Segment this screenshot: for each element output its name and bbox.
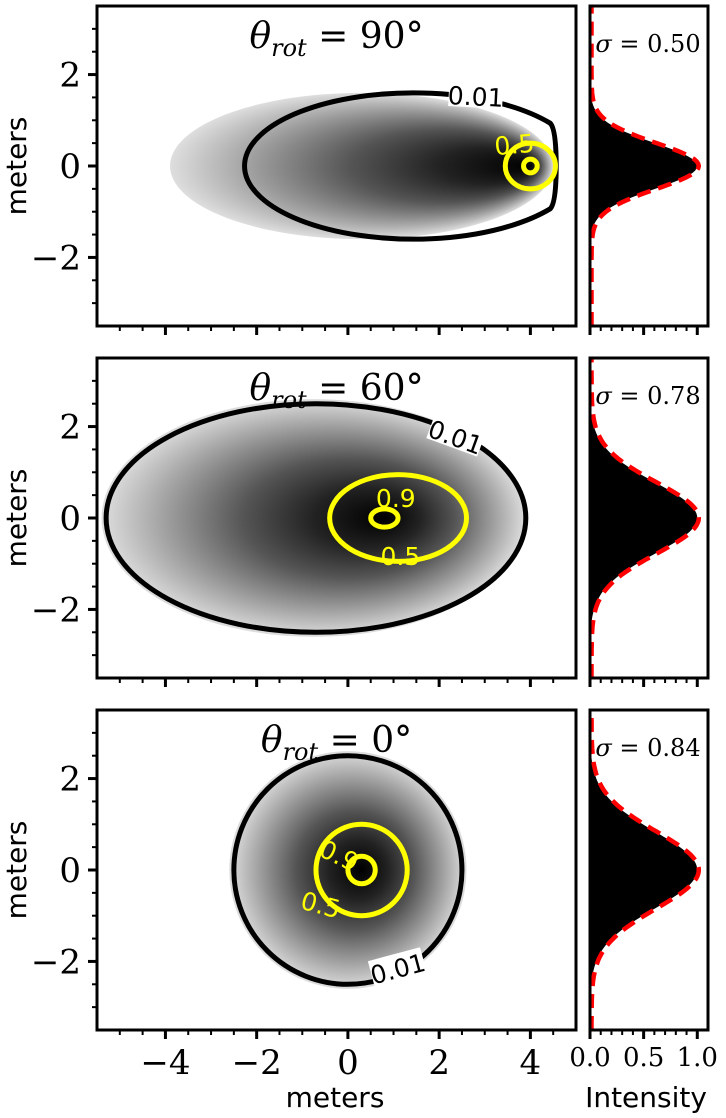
panel-title: θrot = 90° bbox=[249, 16, 423, 62]
contour-label-bg bbox=[426, 413, 486, 457]
contour-label-group: 0.5 bbox=[493, 129, 535, 161]
plot-area: 0.010.50.9 bbox=[101, 399, 529, 637]
profile-area bbox=[590, 710, 702, 1030]
x-tick-label: 1.0 bbox=[677, 1043, 718, 1073]
contour-0.9 bbox=[345, 853, 378, 887]
intensity-field bbox=[169, 92, 554, 240]
plot-area: 0.010.50.9 bbox=[229, 751, 467, 990]
profile-area bbox=[590, 358, 702, 678]
contour-label-group: 0.01 bbox=[447, 80, 504, 113]
y-tick-label: 2 bbox=[59, 408, 81, 448]
contour-0.9 bbox=[521, 156, 540, 176]
gaussian-fit-curve bbox=[590, 710, 702, 1030]
plot-area: 0.01 0.5 bbox=[169, 80, 559, 242]
intensity-profile bbox=[590, 6, 698, 326]
panel-title-text: θrot = 90° bbox=[249, 16, 423, 62]
profile-panel-1: σ = 0.50 bbox=[588, 4, 710, 335]
contour-label-bg bbox=[448, 80, 504, 109]
contour-0.01 bbox=[231, 753, 465, 987]
x-tick-label: −2 bbox=[232, 1043, 282, 1083]
sigma-label: σ = 0.50 bbox=[595, 30, 700, 58]
contour-label-group: 0.9 bbox=[376, 484, 416, 513]
y-axis-label: meters bbox=[0, 821, 33, 920]
contour-label-0.5: 0.5 bbox=[493, 129, 535, 161]
plot-frame bbox=[588, 4, 710, 328]
y-tick-label: 2 bbox=[59, 760, 81, 800]
x-tick-label: 0.0 bbox=[569, 1043, 610, 1073]
x-tick-label: −4 bbox=[140, 1043, 190, 1083]
contour-0.5 bbox=[327, 472, 470, 564]
heatmap-panel-1: 0.01 0.5 θrot = 90° −2 0 2 meters bbox=[0, 4, 578, 335]
contour-0.9 bbox=[368, 506, 401, 530]
intensity-field bbox=[101, 399, 526, 637]
intensity-profile bbox=[590, 710, 698, 1030]
x-tick-label: 2 bbox=[428, 1043, 450, 1083]
contour-label-0.5: 0.5 bbox=[380, 542, 420, 571]
panel-title: θrot = 60° bbox=[249, 368, 423, 414]
panel-title-text: θrot = 60° bbox=[249, 368, 423, 414]
contour-label-group: 0.5 bbox=[380, 542, 420, 571]
contour-0.5 bbox=[313, 821, 410, 919]
y-tick-label: 2 bbox=[59, 56, 81, 96]
y-tick-label: 0 bbox=[59, 499, 81, 539]
contour-0.5 bbox=[502, 140, 558, 192]
side-x-axis-label: Intensity bbox=[585, 1081, 707, 1114]
intensity-profile bbox=[590, 358, 698, 678]
contour-label-0.9: 0.9 bbox=[376, 484, 416, 513]
plot-frame bbox=[588, 356, 710, 680]
y-tick-label: −2 bbox=[31, 590, 81, 630]
x-tick-label: 0 bbox=[337, 1043, 359, 1083]
profile-panel-3: σ = 0.84 0.0 0.5 1.0 bbox=[569, 708, 718, 1073]
contour-0.01 bbox=[103, 401, 529, 635]
plot-frame bbox=[588, 708, 710, 1032]
sigma-label: σ = 0.84 bbox=[595, 734, 700, 762]
main-x-axis-label: meters bbox=[286, 1081, 385, 1114]
contour-label-0.01: 0.01 bbox=[447, 81, 504, 113]
x-tick-label: 0.5 bbox=[623, 1043, 664, 1073]
contour-label-bg bbox=[367, 947, 427, 987]
y-tick-label: 0 bbox=[59, 851, 81, 891]
y-tick-label: −2 bbox=[31, 942, 81, 982]
y-tick-label: 0 bbox=[59, 147, 81, 187]
profile-panel-2: σ = 0.78 bbox=[588, 356, 710, 687]
contour-0.01 bbox=[242, 90, 559, 242]
y-axis-label: meters bbox=[0, 117, 33, 216]
gaussian-fit-curve bbox=[590, 358, 702, 678]
panel-title: θrot = 0° bbox=[261, 720, 412, 766]
y-axis-label: meters bbox=[0, 469, 33, 568]
panel-title-text: θrot = 0° bbox=[261, 720, 412, 766]
y-tick-label: −2 bbox=[31, 238, 81, 278]
sigma-label: σ = 0.78 bbox=[595, 382, 700, 410]
x-tick-label: 4 bbox=[520, 1043, 542, 1083]
